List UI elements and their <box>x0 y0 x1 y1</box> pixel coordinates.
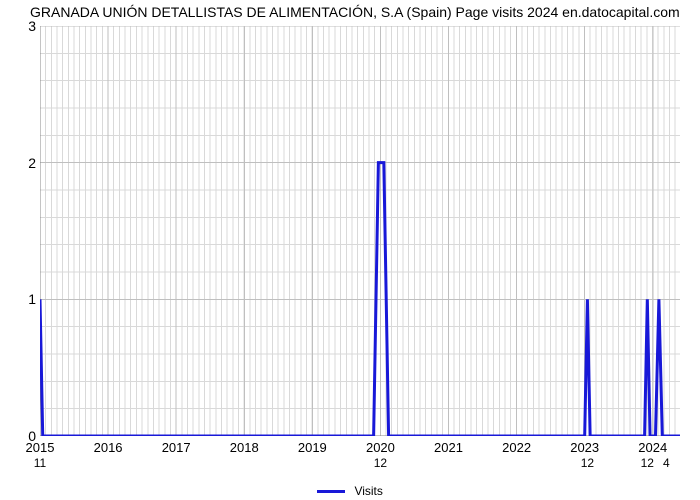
plot-area <box>40 26 680 436</box>
legend: Visits <box>0 483 700 498</box>
x-tick-label: 2022 <box>502 440 531 455</box>
x-tick-label: 2017 <box>162 440 191 455</box>
x-tick-label: 2018 <box>230 440 259 455</box>
peak-label: 11 <box>34 456 46 470</box>
y-tick-label: 1 <box>22 291 36 307</box>
x-tick-label: 2023 <box>570 440 599 455</box>
legend-swatch <box>317 490 345 493</box>
x-tick-label: 2016 <box>94 440 123 455</box>
legend-label: Visits <box>354 484 382 498</box>
peak-label: 12 <box>641 456 654 470</box>
chart-container: GRANADA UNIÓN DETALLISTAS DE ALIMENTACIÓ… <box>0 0 700 500</box>
y-tick-label: 3 <box>22 18 36 34</box>
x-tick-label: 2024 <box>638 440 667 455</box>
x-tick-label: 2019 <box>298 440 327 455</box>
x-tick-label: 2015 <box>26 440 55 455</box>
chart-svg <box>40 26 680 436</box>
x-tick-label: 2021 <box>434 440 463 455</box>
peak-label: 12 <box>581 456 594 470</box>
peak-label: 4 <box>663 456 670 470</box>
chart-title: GRANADA UNIÓN DETALLISTAS DE ALIMENTACIÓ… <box>0 4 700 20</box>
y-tick-label: 2 <box>22 155 36 171</box>
peak-label: 12 <box>374 456 387 470</box>
x-tick-label: 2020 <box>366 440 395 455</box>
